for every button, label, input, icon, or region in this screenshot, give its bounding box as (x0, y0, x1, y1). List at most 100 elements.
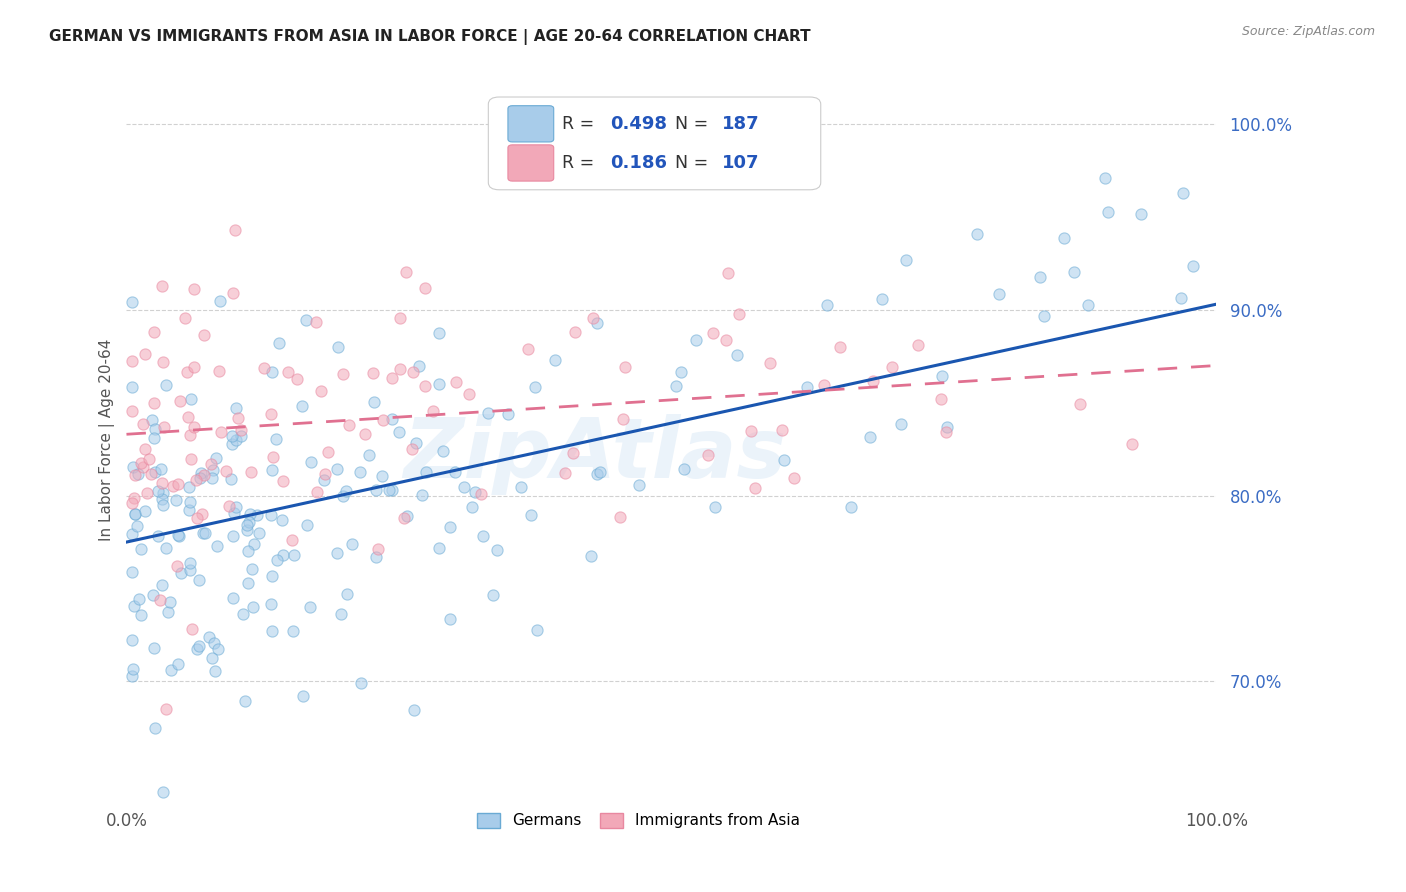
Point (209, 425, 232, 439)
Point (271, 513, 294, 527)
Point (121, 380, 143, 394)
Point (685, 334, 707, 348)
Point (669, 365, 692, 379)
Point (266, 552, 288, 566)
Point (166, 558, 188, 573)
Point (485, 543, 508, 558)
Point (314, 467, 336, 481)
Point (153, 420, 176, 434)
Point (166, 657, 188, 672)
Point (929, 392, 952, 407)
Point (262, 624, 284, 638)
FancyBboxPatch shape (508, 106, 554, 142)
Point (519, 508, 541, 523)
Point (159, 595, 181, 609)
Text: ZipAtlas: ZipAtlas (404, 414, 787, 495)
Point (714, 333, 737, 347)
Point (149, 462, 172, 476)
Point (131, 417, 153, 431)
Point (215, 464, 238, 478)
Point (121, 404, 143, 418)
FancyBboxPatch shape (488, 97, 821, 190)
Text: 0.498: 0.498 (610, 115, 668, 133)
Point (190, 471, 212, 485)
Text: Source: ZipAtlas.com: Source: ZipAtlas.com (1241, 25, 1375, 38)
Point (697, 448, 720, 462)
Point (472, 529, 495, 543)
Point (285, 371, 308, 385)
Point (377, 483, 399, 497)
Text: N =: N = (675, 154, 713, 172)
Point (225, 401, 247, 416)
Point (122, 459, 145, 474)
Point (187, 574, 209, 588)
Point (349, 465, 371, 479)
Point (367, 542, 389, 557)
Point (444, 375, 467, 389)
Point (332, 367, 354, 381)
Point (381, 412, 404, 426)
Point (1094, 170, 1116, 185)
Point (155, 702, 177, 716)
Point (198, 630, 221, 644)
Point (299, 599, 322, 614)
Point (427, 326, 450, 341)
Point (260, 408, 283, 422)
Point (496, 407, 519, 421)
Text: R =: R = (562, 115, 600, 133)
Point (190, 467, 212, 481)
Point (544, 353, 567, 368)
Point (150, 279, 173, 293)
Point (381, 370, 404, 384)
Point (907, 338, 929, 352)
Point (862, 374, 884, 388)
Point (427, 376, 450, 391)
Point (143, 395, 166, 409)
Point (770, 423, 793, 437)
Point (728, 307, 751, 321)
Point (124, 507, 146, 521)
Point (388, 311, 411, 326)
Point (260, 598, 283, 612)
Point (174, 311, 197, 326)
Point (228, 410, 250, 425)
Point (121, 294, 143, 309)
Point (152, 355, 174, 369)
Point (1029, 269, 1052, 284)
Point (150, 492, 173, 507)
Text: GERMAN VS IMMIGRANTS FROM ASIA IN LABOR FORCE | AGE 20-64 CORRELATION CHART: GERMAN VS IMMIGRANTS FROM ASIA IN LABOR … (49, 29, 811, 45)
Point (363, 395, 385, 409)
Point (262, 450, 284, 464)
Point (281, 533, 304, 548)
Point (253, 361, 276, 376)
Point (166, 528, 188, 542)
Text: 187: 187 (721, 115, 759, 133)
Point (122, 491, 145, 505)
Point (179, 480, 201, 494)
Point (589, 465, 612, 479)
Point (353, 427, 375, 442)
Point (388, 362, 411, 376)
Point (305, 485, 328, 500)
Point (183, 420, 205, 434)
Point (208, 364, 231, 378)
Point (193, 525, 215, 540)
Point (439, 612, 461, 626)
Point (202, 463, 225, 477)
Point (408, 359, 430, 373)
Point (335, 484, 357, 499)
Point (142, 325, 165, 339)
Point (224, 506, 246, 520)
Point (160, 663, 183, 677)
Point (880, 359, 903, 374)
Point (129, 456, 152, 470)
Point (152, 486, 174, 500)
Point (260, 462, 283, 476)
Point (177, 503, 200, 517)
Point (517, 343, 540, 357)
Point (143, 421, 166, 435)
Point (439, 520, 461, 534)
Point (208, 293, 231, 308)
Point (725, 348, 748, 362)
Point (581, 549, 603, 564)
